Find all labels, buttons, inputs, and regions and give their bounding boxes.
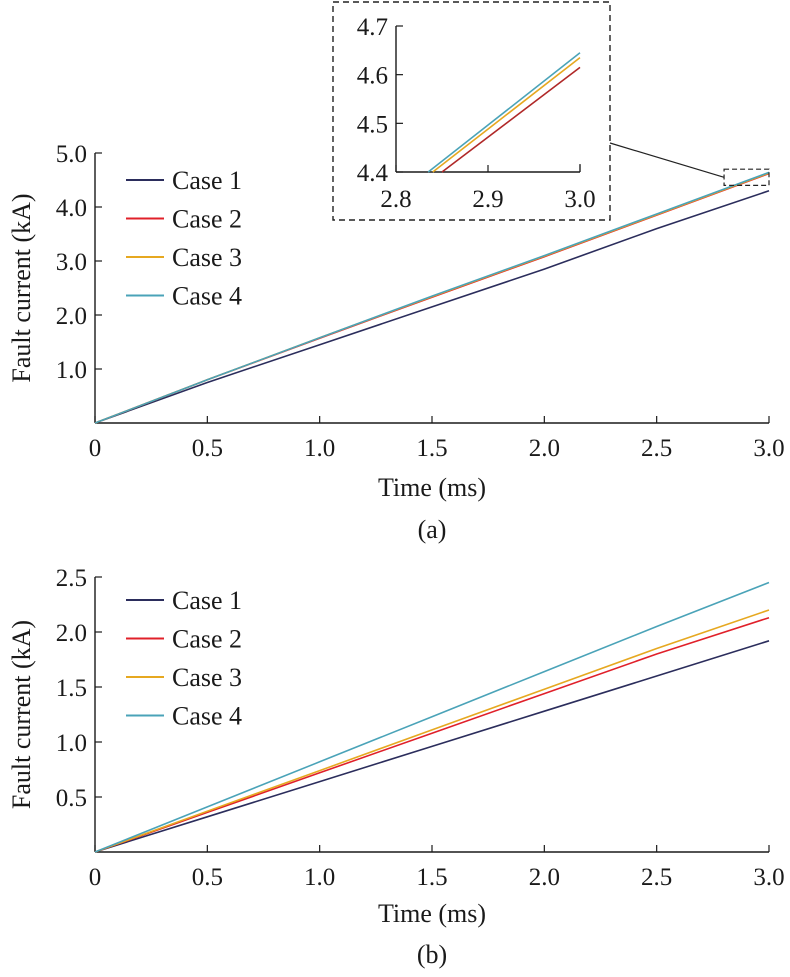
legend-label: Case 3 [172, 663, 242, 692]
x-tick-label: 3.0 [753, 435, 784, 462]
inset-series-line-3 [427, 52, 581, 173]
inset-chart-a: 2.8 2.9 3.0 4.4 4.5 4.6 4.7 [332, 1, 770, 221]
y-tick-label: 2.5 [56, 565, 87, 592]
series-line-4 [94, 581, 770, 853]
series-line-1 [94, 190, 770, 424]
legend-label: Case 4 [172, 702, 242, 731]
y-tick-label: 1.0 [56, 730, 87, 757]
inset-y-tick-label: 4.7 [357, 14, 388, 41]
y-tick-label: 1.5 [56, 675, 87, 702]
legend-label: Case 2 [172, 205, 242, 234]
inset-x-tick-label: 2.8 [380, 186, 411, 213]
y-tick-label: 2.0 [56, 303, 87, 330]
x-tick-label: 2.0 [529, 435, 560, 462]
y-axis-label: Fault current (kA) [7, 193, 36, 382]
series-line-1 [94, 640, 770, 853]
x-axis-label: Time (ms) [378, 473, 486, 502]
legend-label: Case 1 [172, 586, 242, 615]
series-line-2 [94, 616, 770, 853]
inset-y-tick-label: 4.5 [357, 111, 388, 138]
x-axis-label: Time (ms) [378, 899, 486, 928]
x-tick-label: 0.5 [192, 864, 223, 891]
inset-series-line-2 [432, 56, 581, 173]
chart-b: 0 0.5 1.0 1.5 2.0 2.5 3.0 0.5 1.0 1.5 2.0 2.5 Time (… [7, 565, 785, 969]
legend-label: Case 3 [172, 243, 242, 272]
x-tick-label: 1.0 [304, 435, 335, 462]
y-tick-label: 1.0 [56, 357, 87, 384]
y-tick-label: 5.0 [56, 141, 87, 168]
y-tick-label: 3.0 [56, 249, 87, 276]
legend-label: Case 1 [172, 166, 242, 195]
inset-y-tick-label: 4.4 [357, 160, 389, 187]
x-tick-label: 0 [89, 864, 102, 891]
chart-a: 0 0.5 1.0 1.5 2.0 2.5 3.0 1.0 2.0 3.0 4.0 5.0 Time (… [7, 141, 785, 544]
inset-x-tick-label: 3.0 [564, 186, 595, 213]
y-axis-label: Fault current (kA) [7, 620, 36, 809]
x-tick-label: 0.5 [192, 435, 223, 462]
inset-series-line-1 [441, 66, 581, 173]
x-tick-label: 0 [89, 435, 102, 462]
x-tick-label: 2.5 [641, 864, 672, 891]
legend-label: Case 4 [172, 282, 242, 311]
series-line-3 [94, 609, 770, 853]
inset-x-tick-label: 2.9 [472, 186, 503, 213]
series-line-4 [94, 171, 770, 424]
y-tick-label: 4.0 [56, 195, 87, 222]
y-tick-label: 2.0 [56, 620, 87, 647]
x-tick-label: 2.0 [529, 864, 560, 891]
x-tick-label: 1.5 [416, 864, 447, 891]
inset-y-tick-label: 4.6 [357, 63, 388, 90]
x-tick-label: 3.0 [753, 864, 784, 891]
zoom-region [723, 168, 770, 186]
panel-label: (a) [418, 515, 447, 544]
x-tick-label: 1.0 [304, 864, 335, 891]
x-tick-label: 1.5 [416, 435, 447, 462]
zoom-connector [609, 142, 725, 178]
y-tick-label: 0.5 [56, 785, 87, 812]
legend-label: Case 2 [172, 625, 242, 654]
x-tick-label: 2.5 [641, 435, 672, 462]
panel-label: (b) [417, 940, 447, 969]
inset-frame [332, 1, 611, 221]
